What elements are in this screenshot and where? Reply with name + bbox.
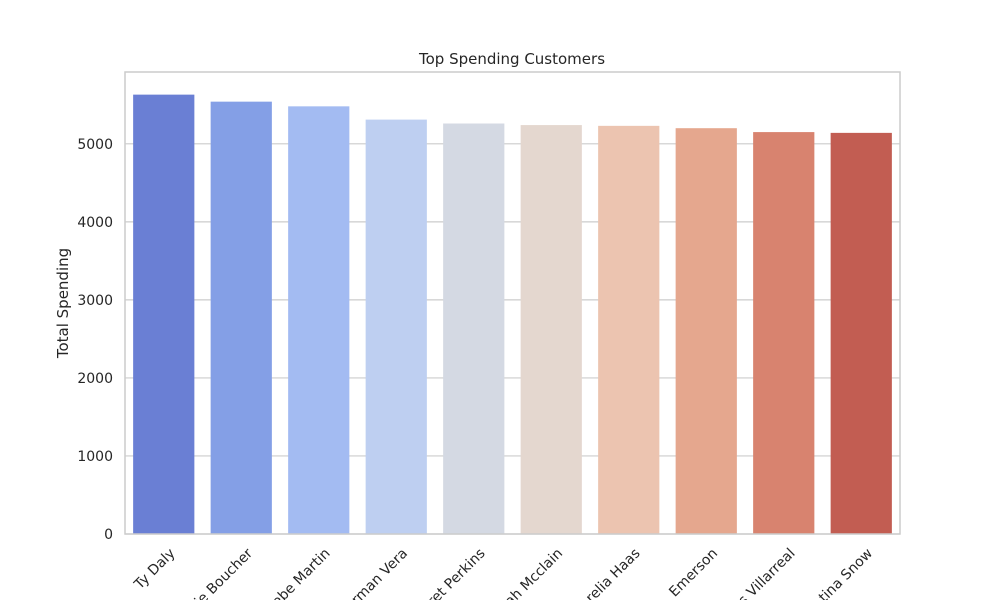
bar: [133, 94, 195, 534]
x-tick-label: s Villarreal: [735, 546, 798, 600]
y-tick-label: 1000: [77, 449, 113, 465]
x-tick-labels: Ty Daly ie Boucher ebe Martin rman Vera ret …: [131, 545, 876, 600]
plot-frame: [124, 71, 901, 535]
y-tick-labels: 0 1000 2000 3000 4000 5000: [77, 137, 113, 543]
y-tick-label: 2000: [77, 371, 113, 387]
bar: [675, 128, 737, 534]
y-tick-label: 0: [104, 527, 113, 543]
x-tick-label: Ty Daly: [131, 546, 179, 594]
bar: [365, 119, 427, 534]
bar: [520, 125, 582, 534]
chart-title: Top Spending Customers: [418, 50, 605, 68]
bar: [753, 132, 815, 534]
bar: [830, 132, 892, 534]
x-tick-label: ebe Martin: [269, 546, 334, 600]
x-tick-label: relia Haas: [583, 546, 644, 600]
x-tick-label: Emerson: [666, 546, 721, 600]
bars: [133, 94, 892, 535]
x-tick-label: ret Perkins: [425, 546, 489, 600]
bar: [288, 106, 350, 535]
y-tick-label: 5000: [77, 137, 113, 153]
bar: [598, 125, 660, 535]
y-tick-label: 4000: [77, 215, 113, 231]
x-tick-label: tina Snow: [816, 546, 876, 600]
y-tick-label: 3000: [77, 293, 113, 309]
x-tick-label: ie Boucher: [192, 545, 256, 600]
y-axis-title: Total Spending: [54, 248, 72, 359]
bar: [443, 123, 505, 534]
bar: [210, 101, 272, 535]
x-tick-label: ah Mcclain: [502, 546, 566, 600]
x-tick-label: rman Vera: [348, 546, 411, 600]
